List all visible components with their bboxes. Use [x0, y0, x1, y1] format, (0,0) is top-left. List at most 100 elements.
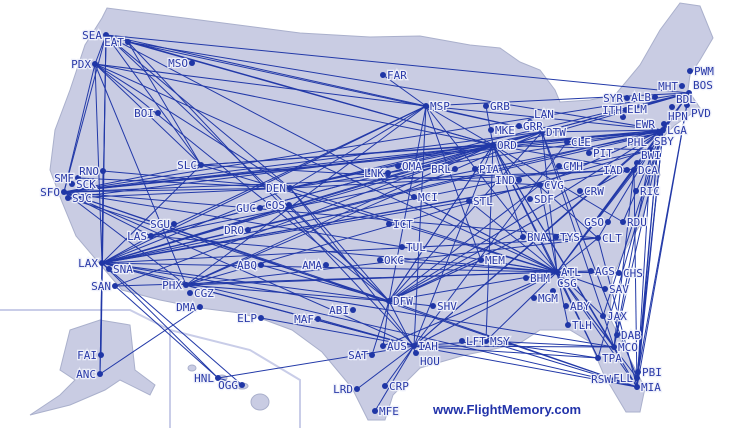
airport-fai-marker[interactable] — [98, 352, 104, 358]
airport-sna-marker[interactable] — [106, 266, 112, 272]
airport-phx-marker[interactable] — [183, 282, 189, 288]
airport-pdx-marker[interactable] — [92, 61, 98, 67]
airport-smf-marker[interactable] — [75, 175, 81, 181]
airport-tys-marker[interactable] — [553, 234, 559, 240]
airport-tul-marker[interactable] — [399, 244, 405, 250]
airport-lga-marker[interactable] — [660, 127, 666, 133]
airport-lft-marker[interactable] — [459, 338, 465, 344]
airport-mci-marker[interactable] — [411, 194, 417, 200]
airport-abq-marker[interactable] — [258, 262, 264, 268]
airport-hnl-marker[interactable] — [215, 375, 221, 381]
airport-crp-marker[interactable] — [382, 383, 388, 389]
airport-cgz-marker[interactable] — [187, 290, 193, 296]
airport-crw-marker[interactable] — [577, 188, 583, 194]
airport-clt-marker[interactable] — [595, 235, 601, 241]
airport-mem-marker[interactable] — [478, 257, 484, 263]
airport-hpn-marker[interactable] — [661, 121, 667, 127]
airport-chs-marker[interactable] — [616, 270, 622, 276]
airport-bwi-marker[interactable] — [634, 160, 640, 166]
airport-sgu-marker[interactable] — [171, 221, 177, 227]
airport-msy-marker[interactable] — [483, 338, 489, 344]
airport-dtw-marker[interactable] — [539, 129, 545, 135]
airport-cmh-marker[interactable] — [556, 163, 562, 169]
airport-bdl-marker[interactable] — [669, 104, 675, 110]
airport-cvg-marker[interactable] — [537, 182, 543, 188]
airport-oma-marker[interactable] — [395, 163, 401, 169]
airport-dma-marker[interactable] — [197, 304, 203, 310]
airport-alb-marker[interactable] — [652, 94, 658, 100]
airport-jax-marker[interactable] — [600, 313, 606, 319]
airport-den-marker[interactable] — [287, 185, 293, 191]
airport-mke-marker[interactable] — [488, 127, 494, 133]
airport-mht-marker[interactable] — [679, 83, 685, 89]
airport-san-marker[interactable] — [112, 283, 118, 289]
airport-dro-marker[interactable] — [245, 227, 251, 233]
airport-ags-marker[interactable] — [588, 268, 594, 274]
airport-ith-marker[interactable] — [623, 107, 629, 113]
airport-lan-marker[interactable] — [527, 119, 533, 125]
airport-sjc-marker[interactable] — [65, 195, 71, 201]
airport-guc-marker[interactable] — [257, 205, 263, 211]
airport-maf-marker[interactable] — [315, 316, 321, 322]
airport-pia-marker[interactable] — [472, 166, 478, 172]
airport-fll-marker[interactable] — [634, 375, 640, 381]
airport-sat-marker[interactable] — [369, 352, 375, 358]
airport-sby-marker[interactable] — [647, 170, 653, 176]
airport-syr-marker[interactable] — [624, 95, 630, 101]
airport-iah-marker[interactable] — [411, 343, 417, 349]
airport-msp-marker[interactable] — [423, 103, 429, 109]
site-url[interactable]: www.FlightMemory.com — [433, 402, 582, 417]
airport-mia-marker[interactable] — [634, 384, 640, 390]
airport-rno-marker[interactable] — [100, 168, 106, 174]
airport-bhm-marker[interactable] — [523, 275, 529, 281]
airport-anc-marker[interactable] — [97, 371, 103, 377]
airport-lax-marker[interactable] — [99, 260, 105, 266]
airport-phl-marker[interactable] — [648, 147, 654, 153]
airport-tlh-marker[interactable] — [565, 322, 571, 328]
airport-dfw-marker[interactable] — [386, 298, 392, 304]
airport-dca-marker[interactable] — [631, 167, 637, 173]
airport-rsw-marker[interactable] — [612, 376, 618, 382]
airport-las-marker[interactable] — [148, 233, 154, 239]
airport-hou-marker[interactable] — [413, 350, 419, 356]
airport-abi-marker[interactable] — [350, 307, 356, 313]
airport-sfo-marker[interactable] — [61, 189, 67, 195]
airport-boi-marker[interactable] — [155, 110, 161, 116]
airport-ind-marker[interactable] — [516, 177, 522, 183]
airport-brl-marker[interactable] — [452, 166, 458, 172]
airport-stl-marker[interactable] — [466, 198, 472, 204]
airport-sck-marker[interactable] — [69, 181, 75, 187]
airport-mco-marker[interactable] — [611, 344, 617, 350]
airport-sdf-marker[interactable] — [527, 196, 533, 202]
airport-iad-marker[interactable] — [624, 167, 630, 173]
airport-shv-marker[interactable] — [430, 303, 436, 309]
airport-mgm-marker[interactable] — [531, 295, 537, 301]
airport-ict-marker[interactable] — [386, 221, 392, 227]
airport-rdu-marker[interactable] — [620, 219, 626, 225]
airport-lnk-marker[interactable] — [385, 170, 391, 176]
airport-elm-marker[interactable] — [620, 114, 626, 120]
airport-sav-marker[interactable] — [602, 286, 608, 292]
airport-pit-marker[interactable] — [586, 150, 592, 156]
airport-cle-marker[interactable] — [564, 139, 570, 145]
airport-tpa-marker[interactable] — [595, 355, 601, 361]
airport-dab-marker[interactable] — [614, 332, 620, 338]
airport-pbi-marker[interactable] — [635, 369, 641, 375]
airport-bos-marker[interactable] — [686, 90, 692, 96]
airport-aby-marker[interactable] — [563, 303, 569, 309]
airport-cos-marker[interactable] — [286, 202, 292, 208]
airport-csg-marker[interactable] — [550, 288, 556, 294]
airport-lrd-marker[interactable] — [354, 386, 360, 392]
airport-eat-marker[interactable] — [125, 39, 131, 45]
airport-slc-marker[interactable] — [198, 162, 204, 168]
airport-atl-marker[interactable] — [554, 269, 560, 275]
airport-bna-marker[interactable] — [520, 234, 526, 240]
airport-gso-marker[interactable] — [605, 219, 611, 225]
airport-ord-marker[interactable] — [490, 142, 496, 148]
airport-aus-marker[interactable] — [380, 343, 386, 349]
airport-pvd-marker[interactable] — [684, 102, 690, 108]
airport-sea-marker[interactable] — [103, 32, 109, 38]
airport-mso-marker[interactable] — [189, 60, 195, 66]
airport-okc-marker[interactable] — [377, 257, 383, 263]
airport-grb-marker[interactable] — [483, 103, 489, 109]
